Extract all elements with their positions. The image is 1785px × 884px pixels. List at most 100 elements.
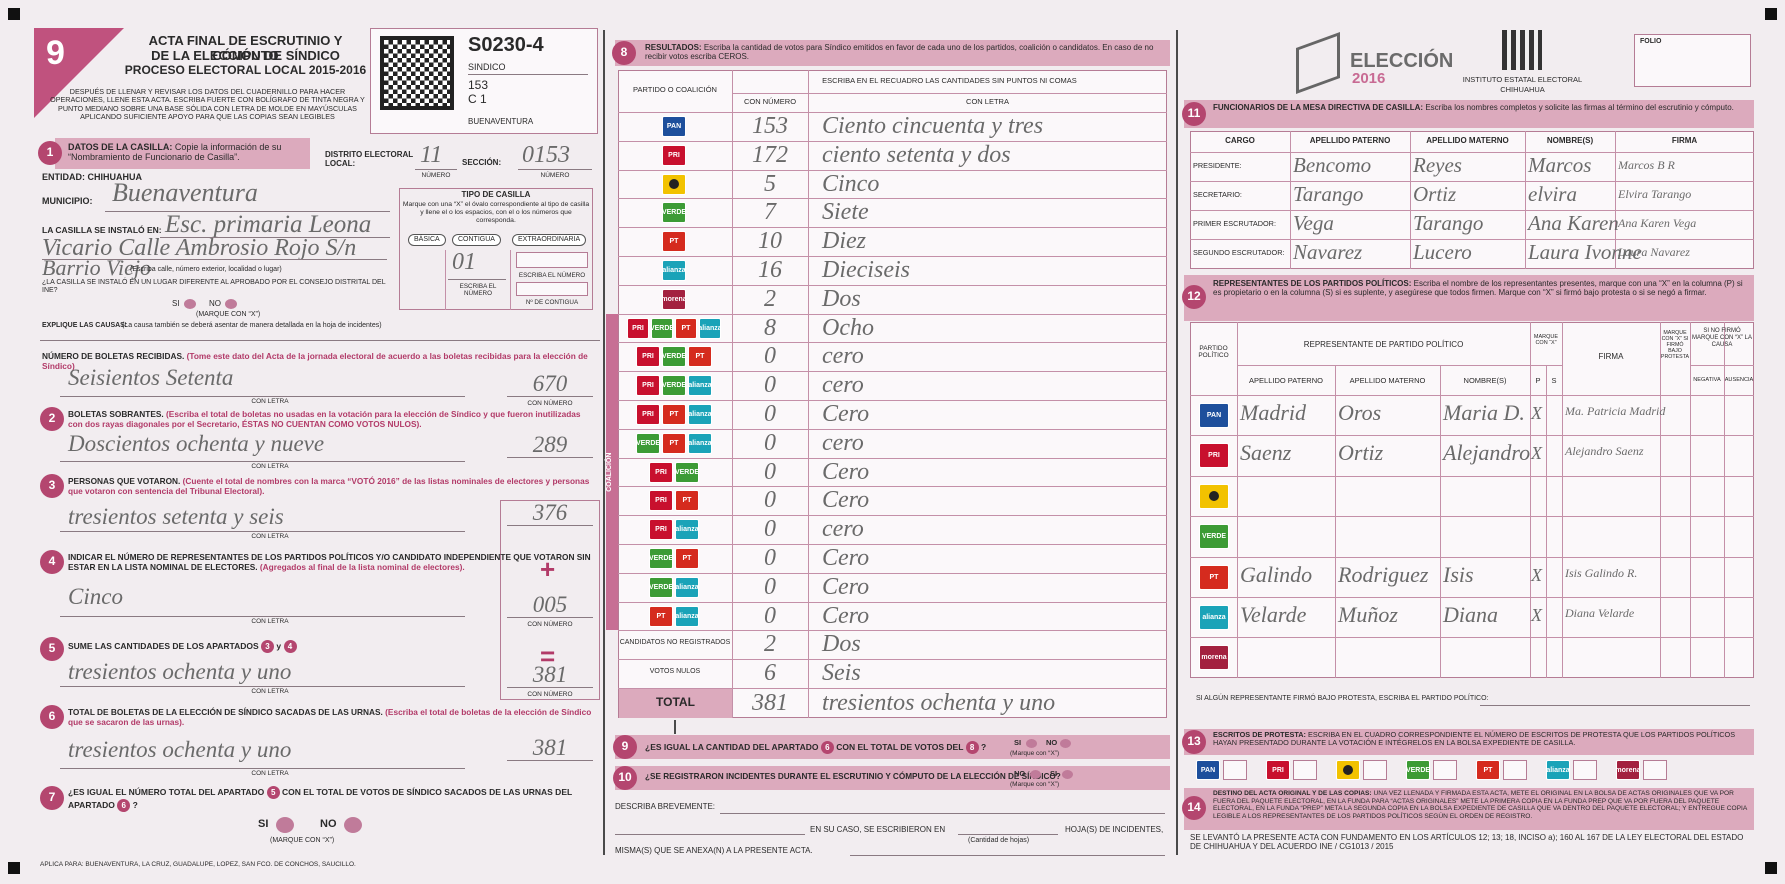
label: Tarango (1293, 182, 1364, 206)
label: Vega (1293, 211, 1334, 235)
votes: 16 (758, 257, 782, 283)
oval (1062, 770, 1073, 779)
label: X (1531, 403, 1542, 423)
rule (603, 30, 605, 855)
party-logo: PRI (649, 490, 673, 512)
rule (1237, 322, 1238, 678)
label: Ma. Patricia Madrid (1565, 404, 1666, 418)
label: ¿LA CASILLA SE INSTALÓ EN UN LUGAR DIFER… (42, 279, 386, 295)
rule (507, 617, 593, 618)
label: Nº DE CONTIGUA (525, 299, 579, 306)
paragraph: INDICAR EL NÚMERO DE REPRESENTANTES DE L… (68, 552, 597, 572)
rule (1237, 365, 1562, 366)
party-logo: PAN (662, 116, 686, 137)
label: ¿SE REGISTRARON INCIDENTES DURANTE EL ES… (645, 772, 1061, 781)
text-part: SUME LAS CANTIDADES DE LOS APARTADOS (68, 641, 259, 651)
label: Muñoz (1338, 602, 1398, 627)
party-logo: PRI (1199, 443, 1229, 469)
sun-icon (1343, 765, 1353, 775)
party-logo: PRI (636, 375, 660, 397)
label: Isis Galindo R. (1565, 565, 1638, 580)
votes: 0 (764, 487, 776, 514)
box (516, 282, 588, 296)
rule (618, 284, 1167, 286)
text-part: INDICAR EL NÚMERO DE REPRESENTANTES DE L… (68, 552, 591, 572)
label: CANDIDATOS NO REGISTRADOS (619, 639, 731, 647)
votes-letters: cero (822, 372, 864, 399)
label: Seisientos Setenta (68, 365, 234, 390)
label: DESCRIBA BREVEMENTE: (615, 802, 716, 811)
label: + (540, 554, 556, 584)
party-logo: alianza (688, 375, 712, 397)
section-badge: 12 (1182, 285, 1206, 309)
label: FIRMA (1598, 352, 1624, 361)
label: REPRESENTANTE DE PARTIDO POLÍTICO (1303, 340, 1464, 349)
label: EXPLIQUE LAS CAUSAS: (42, 322, 128, 329)
party-logo: alianza (662, 260, 686, 281)
label: MARQUE CON “X” (1533, 334, 1559, 347)
label: CON LETRA (251, 463, 289, 470)
label: ENTIDAD: CHIHUAHUA (42, 172, 142, 182)
label: AUSENCIA (1724, 377, 1754, 383)
rule (850, 855, 1165, 856)
text-part: ESCRIBA EN EL CUADRO CORRESPONDIENTE EL … (1213, 730, 1736, 748)
votes-letters: Cero (822, 545, 870, 571)
votes-letters: Dos (822, 631, 861, 658)
label: CHIHUAHUA (1500, 85, 1545, 94)
rule (415, 169, 457, 170)
label: Barrio Viejo (42, 255, 151, 280)
paragraph: PERSONAS QUE VOTARON. (Cuente el total d… (68, 476, 597, 496)
rule (618, 227, 1167, 229)
label: CON LETRA (966, 97, 1009, 106)
rule (1190, 395, 1754, 396)
section-badge: 2 (40, 407, 64, 431)
label: NOMBRE(S) (1463, 376, 1507, 385)
rule (618, 198, 1167, 200)
label: NO (1046, 738, 1058, 747)
rule (1660, 322, 1661, 678)
party-logo: VERDE (662, 346, 686, 368)
rule (618, 457, 1167, 459)
votes-letters: cero (822, 343, 864, 370)
text-part: Escriba los nombres completos y solicite… (1425, 103, 1734, 112)
rule (618, 428, 1167, 430)
label: DISTRITO ELECTORAL LOCAL: (325, 150, 414, 169)
type-option: EXTRAORDINARIA (512, 234, 587, 247)
text-part: RESULTADOS: (645, 43, 702, 52)
label: SEGUNDO ESCRUTADOR: (1193, 248, 1285, 257)
label: Reyes (1413, 153, 1462, 177)
rule (105, 211, 390, 212)
rule (60, 531, 465, 532)
label: SINDICO (468, 62, 506, 72)
acta-number: 9 (46, 34, 65, 72)
rule (618, 140, 1167, 142)
box (1503, 760, 1527, 780)
text-part: (Tome este dato del Acta de la jornada e… (42, 351, 588, 371)
label: X (1531, 443, 1542, 464)
section-badge: 9 (613, 735, 637, 759)
text-part: PERSONAS QUE VOTARON. (68, 476, 181, 486)
rule (618, 400, 1167, 401)
label: 005 (532, 592, 568, 617)
paragraph: SUME LAS CANTIDADES DE LOS APARTADOS 3 y… (68, 640, 488, 653)
corner-mark (1765, 8, 1777, 20)
label: Esc. primaria Leona (165, 211, 372, 238)
label: CON LETRA (251, 398, 289, 405)
text-part: Escriba el nombre de los representantes … (1213, 279, 1743, 298)
label: ESCRIBA EL NÚMERO (518, 272, 586, 279)
party-logo: PAN (1196, 760, 1220, 780)
rule (1615, 131, 1616, 269)
rule (1190, 475, 1754, 477)
votes: 0 (764, 545, 776, 571)
rule (618, 371, 1167, 373)
rule (40, 340, 600, 341)
rule (618, 256, 1167, 257)
votes: 0 (764, 573, 776, 600)
label: CON LETRA (251, 533, 289, 540)
text-part: ? (981, 742, 987, 752)
label: X (1531, 605, 1542, 625)
label: Bencomo (1293, 153, 1372, 177)
text-part: NÚMERO DE BOLETAS RECIBIDAS. (42, 351, 185, 361)
label: 670 (532, 371, 568, 396)
text-part: CON EL TOTAL DE VOTOS DE SÍNDICO SACADOS… (68, 787, 573, 810)
